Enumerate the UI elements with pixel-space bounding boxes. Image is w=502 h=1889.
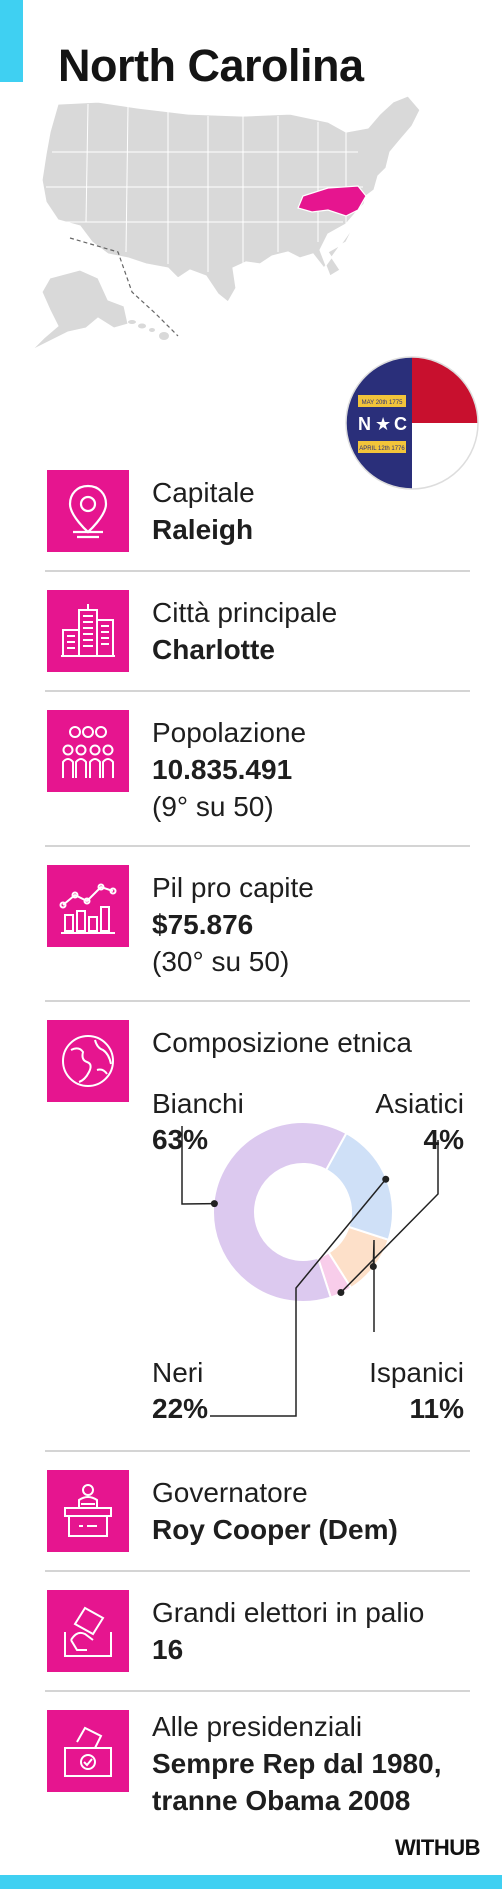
divider bbox=[45, 1690, 470, 1692]
pct-neri: 22% bbox=[152, 1393, 209, 1424]
leader-asiatici-dot bbox=[337, 1289, 345, 1297]
slice-bianchi bbox=[212, 1121, 348, 1303]
state-borders bbox=[46, 103, 363, 272]
elettori-value: 16 bbox=[152, 1634, 184, 1665]
label-bianchi: Bianchi 63% bbox=[152, 1086, 244, 1158]
divider bbox=[45, 570, 470, 572]
leader-ispanici bbox=[372, 1239, 375, 1332]
capitale-label: Capitale bbox=[152, 477, 255, 508]
pct-asiatici: 4% bbox=[423, 1124, 464, 1155]
citta-value: Charlotte bbox=[152, 634, 275, 665]
pct-ispanici: 11% bbox=[409, 1393, 465, 1424]
nc-flag: MAY 20th 1775 APRIL 12th 1776 N ★ C bbox=[345, 356, 479, 490]
flag-letter-n: N bbox=[358, 414, 371, 434]
pil-value: $75.876 bbox=[152, 909, 254, 940]
map-pin-icon bbox=[47, 470, 129, 552]
category-bianchi: Bianchi bbox=[152, 1088, 244, 1119]
elettori-label: Grandi elettori in palio bbox=[152, 1597, 425, 1628]
governatore-label: Governatore bbox=[152, 1477, 308, 1508]
flag-date-bottom: APRIL 12th 1776 bbox=[359, 446, 405, 452]
divider bbox=[45, 690, 470, 692]
inset-divider bbox=[69, 237, 179, 337]
leader-neri bbox=[210, 1178, 387, 1417]
ballot-hand-icon bbox=[47, 1590, 129, 1672]
hawaii-islands bbox=[128, 320, 169, 340]
leader-ispanici-dot bbox=[369, 1263, 377, 1271]
alaska-shape bbox=[31, 269, 129, 351]
pil-label: Pil pro capite bbox=[152, 872, 314, 903]
ethnic-donut-chart bbox=[181, 1121, 439, 1417]
pil-rank: (30° su 50) bbox=[152, 946, 290, 977]
etnica-label: Composizione etnica bbox=[152, 1027, 412, 1058]
presidenziali-value-line2: tranne Obama 2008 bbox=[152, 1785, 411, 1816]
us-map bbox=[31, 95, 421, 351]
page-title: North Carolina bbox=[58, 40, 364, 91]
leader-bianchi bbox=[181, 1126, 215, 1205]
globe-icon bbox=[47, 1020, 129, 1102]
divider bbox=[45, 1570, 470, 1572]
north-carolina-highlight bbox=[297, 185, 367, 217]
growth-chart-icon bbox=[47, 865, 129, 947]
popolazione-value: 10.835.491 bbox=[152, 754, 293, 785]
presidenziali-label: Alle presidenziali bbox=[152, 1711, 363, 1742]
flag-star: ★ bbox=[375, 414, 391, 435]
brand-logo: WITHUB bbox=[395, 1835, 480, 1860]
leader-neri-dot bbox=[382, 1175, 390, 1183]
presidenziali-value-line1: Sempre Rep dal 1980, bbox=[152, 1748, 442, 1779]
divider bbox=[45, 845, 470, 847]
label-neri: Neri 22% bbox=[152, 1355, 208, 1427]
flag-date-top: MAY 20th 1775 bbox=[362, 400, 403, 406]
governatore-value: Roy Cooper (Dem) bbox=[152, 1514, 398, 1545]
speaker-podium-icon bbox=[47, 1470, 129, 1552]
popolazione-rank: (9° su 50) bbox=[152, 791, 274, 822]
flag-letter-c: C bbox=[394, 414, 407, 434]
bottom-accent-bar bbox=[0, 1875, 502, 1889]
label-asiatici: Asiatici 4% bbox=[375, 1086, 464, 1158]
people-group-icon bbox=[47, 710, 129, 792]
category-asiatici: Asiatici bbox=[375, 1088, 464, 1119]
category-neri: Neri bbox=[152, 1357, 204, 1388]
pct-bianchi: 63% bbox=[152, 1124, 209, 1155]
citta-label: Città principale bbox=[152, 597, 338, 628]
capitale-value: Raleigh bbox=[152, 514, 254, 545]
leader-bianchi-dot bbox=[210, 1200, 218, 1208]
slice-neri bbox=[324, 1131, 394, 1242]
city-buildings-icon bbox=[47, 590, 129, 672]
divider bbox=[45, 1000, 470, 1002]
category-ispanici: Ispanici bbox=[369, 1357, 464, 1388]
label-ispanici: Ispanici 11% bbox=[369, 1355, 464, 1427]
ballot-box-icon bbox=[47, 1710, 129, 1792]
accent-bar bbox=[0, 0, 23, 82]
divider bbox=[45, 1450, 470, 1452]
contiguous-us-shape bbox=[41, 95, 421, 303]
popolazione-label: Popolazione bbox=[152, 717, 307, 748]
